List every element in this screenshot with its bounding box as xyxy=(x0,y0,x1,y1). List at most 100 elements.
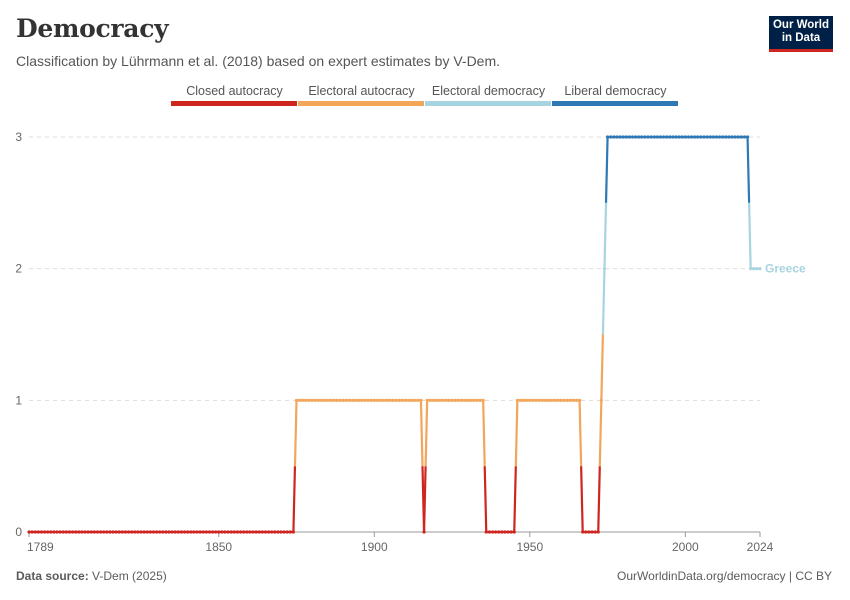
chart-subtitle: Classification by Lührmann et al. (2018)… xyxy=(16,53,501,69)
data-point xyxy=(727,135,731,139)
data-point xyxy=(217,530,221,534)
data-point xyxy=(49,530,53,534)
data-point xyxy=(447,398,451,402)
data-point xyxy=(254,530,258,534)
data-point xyxy=(77,530,81,534)
x-tick-label: 2024 xyxy=(747,540,774,554)
data-point xyxy=(130,530,134,534)
data-point xyxy=(655,135,659,139)
data-point xyxy=(388,398,392,402)
series-transition xyxy=(746,136,751,203)
legend-swatch xyxy=(425,101,551,106)
x-tick-label: 1850 xyxy=(205,540,232,554)
data-point xyxy=(577,398,582,402)
data-point xyxy=(696,135,700,139)
data-point xyxy=(708,135,712,139)
legend-label: Liberal democracy xyxy=(564,84,667,98)
owid-logo[interactable]: Our World in Data xyxy=(769,16,833,52)
data-point xyxy=(176,530,180,534)
data-point xyxy=(61,530,65,534)
data-point xyxy=(749,267,753,271)
data-point xyxy=(238,530,243,534)
legend-label: Closed autocracy xyxy=(186,84,283,98)
series-transition xyxy=(580,466,584,533)
data-point xyxy=(652,135,656,139)
data-point xyxy=(410,398,414,402)
data-point xyxy=(506,530,510,534)
x-tick-label: 1789 xyxy=(27,540,54,554)
data-point xyxy=(102,530,106,534)
series-transition xyxy=(513,466,517,533)
data-point xyxy=(83,530,87,534)
data-point xyxy=(117,530,121,534)
data-point xyxy=(637,135,641,139)
x-tick-label: 1950 xyxy=(516,540,543,554)
data-point xyxy=(304,398,308,402)
data-point xyxy=(288,530,292,534)
data-point xyxy=(229,530,233,534)
series-labels: Greece xyxy=(765,262,806,276)
y-tick-label: 0 xyxy=(15,525,22,539)
data-point xyxy=(755,267,759,271)
data-point xyxy=(319,398,323,402)
data-point xyxy=(609,135,613,139)
x-tick-label: 2000 xyxy=(672,540,699,554)
data-point xyxy=(689,135,694,139)
data-point xyxy=(677,135,681,139)
data-point xyxy=(70,530,75,534)
data-point xyxy=(123,530,128,534)
data-point xyxy=(397,398,401,402)
data-point xyxy=(298,398,302,402)
data-point xyxy=(587,530,591,534)
data-point xyxy=(111,530,115,534)
data-point xyxy=(186,530,190,534)
legend[interactable]: Closed autocracy Electoral autocracy Elect… xyxy=(171,84,678,106)
data-point xyxy=(58,530,62,534)
data-point xyxy=(313,398,317,402)
data-point xyxy=(469,398,473,402)
data-point xyxy=(382,398,386,402)
data-point xyxy=(273,530,277,534)
data-point xyxy=(133,530,137,534)
data-point xyxy=(42,530,47,534)
data-point xyxy=(553,398,557,402)
data-point xyxy=(195,530,199,534)
data-point xyxy=(565,398,569,402)
data-point xyxy=(235,530,240,534)
footer-link[interactable]: OurWorldinData.org/democracy | CC BY xyxy=(617,569,832,583)
series-points xyxy=(27,135,762,534)
data-point xyxy=(260,530,264,534)
data-point xyxy=(291,530,296,534)
data-point xyxy=(354,398,358,402)
data-point xyxy=(270,530,274,534)
data-point xyxy=(686,135,691,139)
data-point xyxy=(500,530,504,534)
data-point xyxy=(462,398,467,402)
legend-swatch xyxy=(171,101,297,106)
data-point xyxy=(372,398,376,402)
data-point xyxy=(680,135,684,139)
data-point xyxy=(745,135,750,139)
data-point xyxy=(605,135,610,139)
data-point xyxy=(245,530,249,534)
data-point xyxy=(562,398,566,402)
logo-line-2: in Data xyxy=(781,32,821,44)
data-point xyxy=(198,530,202,534)
data-point xyxy=(438,398,442,402)
data-point xyxy=(521,398,526,402)
series-transition xyxy=(578,400,583,467)
data-point xyxy=(294,398,299,402)
series-transition xyxy=(603,202,608,269)
series-transition xyxy=(514,400,519,467)
x-axis: 1789 1850 1900 1950 2000 2024 xyxy=(27,531,774,554)
data-point xyxy=(693,135,697,139)
data-point xyxy=(385,398,389,402)
data-point xyxy=(369,398,373,402)
data-point xyxy=(33,530,37,534)
data-point xyxy=(329,398,333,402)
data-point xyxy=(531,398,535,402)
data-source-value[interactable]: V-Dem (2025) xyxy=(92,569,167,583)
series-transition xyxy=(748,202,752,269)
data-point xyxy=(179,530,184,534)
data-point xyxy=(403,398,407,402)
